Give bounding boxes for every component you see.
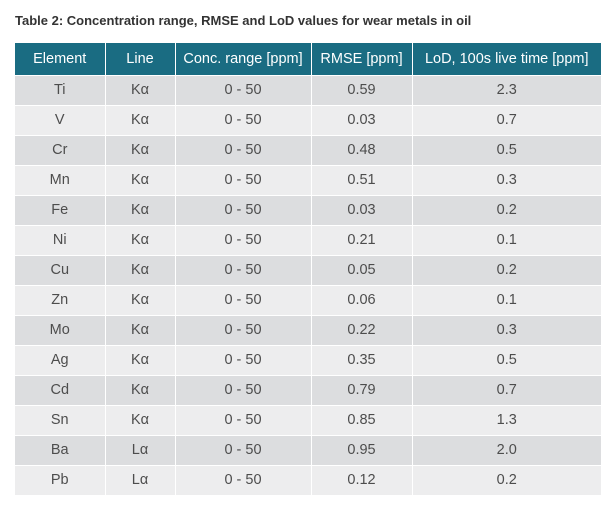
table-body: Ti Kα 0 - 50 0.59 2.3 V Kα 0 - 50 0.03 0.7 Cr Kα 0 -… xyxy=(15,74,601,495)
table-row: Cu Kα 0 - 50 0.05 0.2 xyxy=(15,254,601,285)
cell-rmse: 0.03 xyxy=(310,194,412,225)
header-row: Element Line Conc. range [ppm] RMSE [ppm… xyxy=(15,43,601,75)
table-row: Cd Kα 0 - 50 0.79 0.7 xyxy=(15,374,601,405)
cell-line: Lα xyxy=(104,464,175,495)
cell-element: Cu xyxy=(15,254,105,285)
table-row: V Kα 0 - 50 0.03 0.7 xyxy=(15,104,601,135)
cell-conc-range: 0 - 50 xyxy=(174,224,311,255)
cell-line: Kα xyxy=(104,74,175,105)
cell-line: Kα xyxy=(104,134,175,165)
table-row: Fe Kα 0 - 50 0.03 0.2 xyxy=(15,194,601,225)
cell-conc-range: 0 - 50 xyxy=(174,314,311,345)
cell-lod: 2.0 xyxy=(411,434,601,465)
table-row: Ba Lα 0 - 50 0.95 2.0 xyxy=(15,434,601,465)
column-header-conc-range: Conc. range [ppm] xyxy=(174,43,311,75)
cell-line: Kα xyxy=(104,314,175,345)
cell-element: Sn xyxy=(15,404,105,435)
table-header: Element Line Conc. range [ppm] RMSE [ppm… xyxy=(15,43,601,75)
cell-conc-range: 0 - 50 xyxy=(174,254,311,285)
cell-line: Kα xyxy=(104,164,175,195)
table-row: Mn Kα 0 - 50 0.51 0.3 xyxy=(15,164,601,195)
cell-conc-range: 0 - 50 xyxy=(174,74,311,105)
cell-element: Mo xyxy=(15,314,105,345)
cell-element: Pb xyxy=(15,464,105,495)
cell-rmse: 0.22 xyxy=(310,314,412,345)
cell-element: Ba xyxy=(15,434,105,465)
cell-element: Zn xyxy=(15,284,105,315)
cell-lod: 0.3 xyxy=(411,164,601,195)
cell-line: Kα xyxy=(104,194,175,225)
cell-rmse: 0.21 xyxy=(310,224,412,255)
cell-element: V xyxy=(15,104,105,135)
cell-element: Ti xyxy=(15,74,105,105)
cell-rmse: 0.59 xyxy=(310,74,412,105)
cell-rmse: 0.48 xyxy=(310,134,412,165)
table-row: Cr Kα 0 - 50 0.48 0.5 xyxy=(15,134,601,165)
table-row: Ni Kα 0 - 50 0.21 0.1 xyxy=(15,224,601,255)
cell-conc-range: 0 - 50 xyxy=(174,434,311,465)
cell-line: Kα xyxy=(104,344,175,375)
cell-line: Kα xyxy=(104,104,175,135)
cell-line: Kα xyxy=(104,284,175,315)
column-header-line: Line xyxy=(104,43,175,75)
cell-conc-range: 0 - 50 xyxy=(174,374,311,405)
cell-conc-range: 0 - 50 xyxy=(174,104,311,135)
cell-lod: 0.1 xyxy=(411,284,601,315)
cell-lod: 2.3 xyxy=(411,74,601,105)
cell-rmse: 0.35 xyxy=(310,344,412,375)
cell-rmse: 0.06 xyxy=(310,284,412,315)
cell-conc-range: 0 - 50 xyxy=(174,464,311,495)
table-row: Mo Kα 0 - 50 0.22 0.3 xyxy=(15,314,601,345)
cell-line: Lα xyxy=(104,434,175,465)
column-header-element: Element xyxy=(33,50,87,67)
cell-element: Fe xyxy=(15,194,105,225)
cell-line: Kα xyxy=(104,404,175,435)
table-row: Ag Kα 0 - 50 0.35 0.5 xyxy=(15,344,601,375)
cell-element: Cd xyxy=(15,374,105,405)
cell-lod: 0.2 xyxy=(411,194,601,225)
cell-lod: 0.1 xyxy=(411,224,601,255)
cell-line: Kα xyxy=(104,224,175,255)
cell-element: Ni xyxy=(15,224,105,255)
cell-lod: 0.2 xyxy=(411,464,601,495)
column-header-rmse: RMSE [ppm] xyxy=(310,43,412,75)
column-header-lod: LoD, 100s live time [ppm] xyxy=(411,43,601,75)
cell-rmse: 0.51 xyxy=(310,164,412,195)
cell-lod: 0.2 xyxy=(411,254,601,285)
table-caption: Table 2: Concentration range, RMSE and L… xyxy=(15,13,472,28)
cell-conc-range: 0 - 50 xyxy=(174,344,311,375)
cell-rmse: 0.85 xyxy=(310,404,412,435)
cell-element: Cr xyxy=(15,134,105,165)
cell-element: Mn xyxy=(15,164,105,195)
cell-conc-range: 0 - 50 xyxy=(174,284,311,315)
cell-conc-range: 0 - 50 xyxy=(174,404,311,435)
cell-lod: 1.3 xyxy=(411,404,601,435)
wear-metals-table: Element Line Conc. range [ppm] RMSE [ppm… xyxy=(15,43,601,495)
cell-lod: 0.5 xyxy=(411,134,601,165)
table-row: Zn Kα 0 - 50 0.06 0.1 xyxy=(15,284,601,315)
cell-conc-range: 0 - 50 xyxy=(174,194,311,225)
cell-lod: 0.7 xyxy=(411,374,601,405)
cell-rmse: 0.79 xyxy=(310,374,412,405)
cell-line: Kα xyxy=(104,374,175,405)
table-row: Sn Kα 0 - 50 0.85 1.3 xyxy=(15,404,601,435)
cell-conc-range: 0 - 50 xyxy=(174,164,311,195)
cell-conc-range: 0 - 50 xyxy=(174,134,311,165)
table-row: Pb Lα 0 - 50 0.12 0.2 xyxy=(15,464,601,495)
cell-element: Ag xyxy=(15,344,105,375)
cell-rmse: 0.03 xyxy=(310,104,412,135)
cell-lod: 0.3 xyxy=(411,314,601,345)
cell-lod: 0.7 xyxy=(411,104,601,135)
cell-line: Kα xyxy=(104,254,175,285)
cell-lod: 0.5 xyxy=(411,344,601,375)
table-row: Ti Kα 0 - 50 0.59 2.3 xyxy=(15,74,601,105)
cell-rmse: 0.05 xyxy=(310,254,412,285)
cell-rmse: 0.12 xyxy=(310,464,412,495)
cell-rmse: 0.95 xyxy=(310,434,412,465)
